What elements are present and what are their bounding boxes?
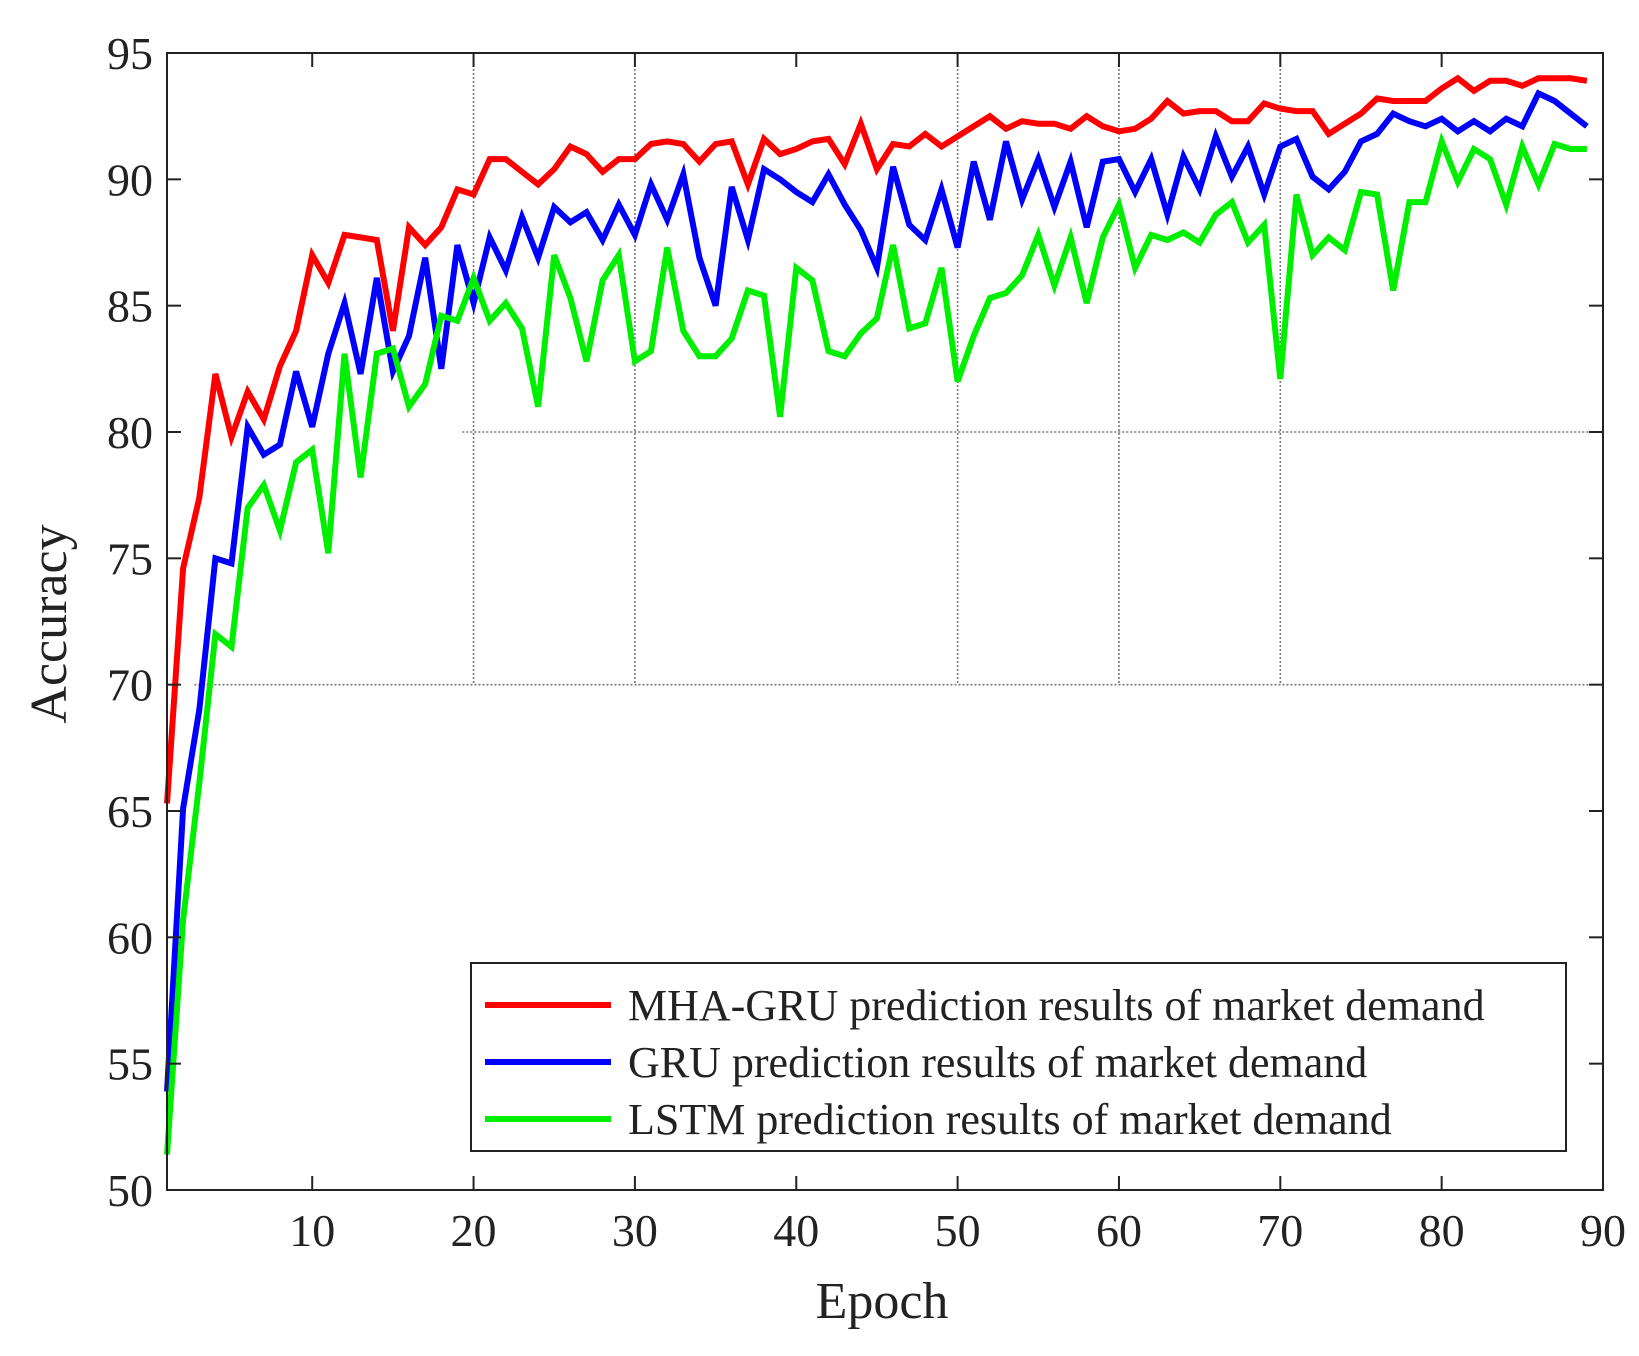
x-tick-label: 10 [289,1205,335,1256]
legend-box [470,962,1567,1152]
x-tick-label: 30 [612,1205,658,1256]
x-tick-label: 80 [1419,1205,1465,1256]
y-tick-label: 95 [107,28,153,79]
x-tick-label: 70 [1257,1205,1303,1256]
legend-label: MHA-GRU prediction results of market dem… [628,981,1485,1030]
x-tick-label: 40 [773,1205,819,1256]
y-tick-label: 80 [107,407,153,458]
legend: MHA-GRU prediction results of market dem… [470,962,1567,1152]
series-line-mha-gru [164,74,1588,804]
x-tick-label: 90 [1580,1205,1626,1256]
data-series [164,74,1589,1155]
y-tick-label: 60 [107,912,153,963]
y-tick-label: 65 [107,786,153,837]
series-line-lstm [164,131,1587,1155]
plot-frame [166,52,1604,1191]
tick-labels: 10 20 30 40 50 60 70 80 90 50 55 60 65 70 75 80 85 90 95 [107,28,1626,1256]
legend-label: LSTM prediction results of market demand [628,1095,1392,1144]
y-tick-label: 70 [107,660,153,711]
y-tick-label: 50 [107,1165,153,1216]
y-tick-label: 75 [107,533,153,584]
x-axis-title: Epoch [816,1273,949,1330]
x-tick-label: 60 [1096,1205,1142,1256]
axes [166,52,1604,1191]
series-line-gru [164,89,1589,1092]
x-tick-label: 50 [935,1205,981,1256]
legend-label: GRU prediction results of market demand [628,1038,1367,1087]
y-tick-label: 90 [107,154,153,205]
y-axis-title: Accuracy [21,524,78,723]
x-tick-label: 20 [451,1205,497,1256]
y-tick-label: 55 [107,1039,153,1090]
y-tick-label: 85 [107,281,153,332]
